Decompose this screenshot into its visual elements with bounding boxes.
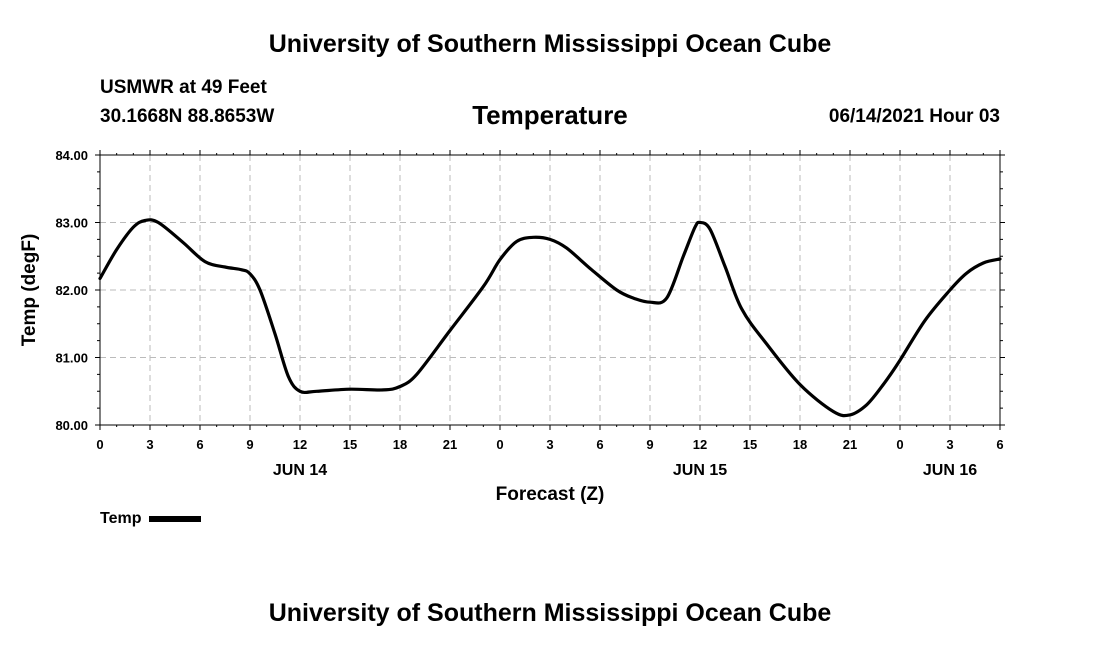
x-tick-label: 3 <box>146 437 153 452</box>
variable-title: Temperature <box>472 100 628 130</box>
x-tick-label: 18 <box>393 437 407 452</box>
series-layer <box>98 218 1002 418</box>
y-axis-label: Temp (degF) <box>19 234 40 347</box>
station-label: USMWR at 49 Feet <box>100 77 267 98</box>
tick-marks <box>95 150 1005 430</box>
series-line-temp <box>98 218 1002 418</box>
legend: Temp <box>100 510 202 528</box>
x-tick-label: 0 <box>896 437 903 452</box>
main-title: University of Southern Mississippi Ocean… <box>268 30 832 58</box>
x-tick-label: 3 <box>546 437 553 452</box>
x-tick-label: 21 <box>443 437 457 452</box>
x-tick-label: 12 <box>293 437 307 452</box>
x-tick-label: 18 <box>793 437 807 452</box>
legend-label: Temp <box>100 510 142 527</box>
y-tick-label: 81.00 <box>55 351 88 366</box>
x-tick-label: 6 <box>596 437 603 452</box>
x-tick-label: 0 <box>96 437 103 452</box>
y-tick-label: 82.00 <box>55 283 88 298</box>
y-tick-label: 84.00 <box>55 148 88 163</box>
y-tick-label: 80.00 <box>55 418 88 433</box>
legend-line-swatch <box>149 515 202 522</box>
x-tick-label: 9 <box>646 437 653 452</box>
y-tick-label: 83.00 <box>55 216 88 231</box>
x-axis-label: Forecast (Z) <box>496 484 605 505</box>
tick-labels: 80.00 81.00 82.00 83.00 84.00 0 3 6 9 12 15 18 21 0 3 6… <box>55 148 1003 479</box>
grid-lines <box>100 155 1000 425</box>
x-tick-label: 15 <box>343 437 357 452</box>
x-tick-label: 15 <box>743 437 757 452</box>
x-tick-label: 21 <box>843 437 857 452</box>
x-tick-label: 12 <box>693 437 707 452</box>
forecast-datetime: 06/14/2021 Hour 03 <box>828 106 1000 127</box>
date-label: JUN 15 <box>673 462 727 479</box>
x-tick-label: 6 <box>196 437 203 452</box>
x-tick-label: 9 <box>246 437 253 452</box>
x-tick-label: 3 <box>946 437 953 452</box>
x-tick-label: 6 <box>996 437 1003 452</box>
x-tick-label: 0 <box>496 437 503 452</box>
station-coordinates: 30.1668N 88.8653W <box>100 106 275 127</box>
date-label: JUN 14 <box>273 462 327 479</box>
date-label: JUN 16 <box>923 462 977 479</box>
footer-title: University of Southern Mississippi Ocean… <box>268 599 832 627</box>
